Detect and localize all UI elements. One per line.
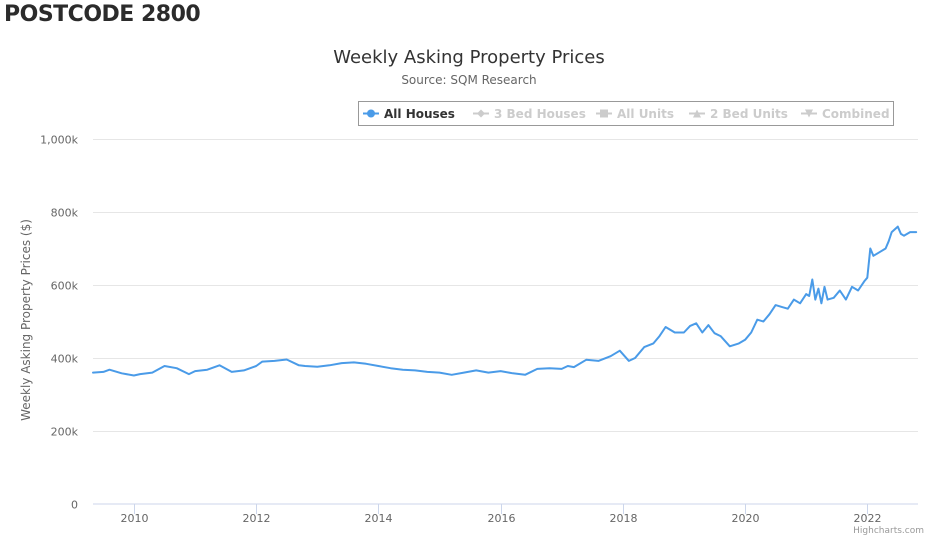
- legend-item-label: All Houses: [384, 107, 455, 121]
- legend-item[interactable]: All Units: [596, 107, 674, 121]
- legend-triangle-icon: [693, 109, 701, 118]
- legend-triangle-down-icon: [805, 109, 813, 118]
- series-line-all-houses[interactable]: [92, 225, 918, 377]
- x-tick-label: 2022: [854, 512, 882, 525]
- legend-diamond-icon: [477, 109, 485, 118]
- y-tick-label: 600k: [51, 280, 79, 293]
- y-tick-label: 0: [71, 499, 78, 512]
- page-heading: POSTCODE 2800: [4, 2, 201, 27]
- x-tick-label: 2018: [610, 512, 638, 525]
- y-axis-labels: 0 200k 400k 600k 800k 1,000k: [40, 134, 78, 512]
- legend-item[interactable]: 2 Bed Units: [689, 107, 788, 121]
- legend-item[interactable]: 3 Bed Houses: [473, 107, 586, 121]
- x-tick-label: 2016: [488, 512, 516, 525]
- y-tick-label: 200k: [51, 426, 79, 439]
- x-axis-labels: 2010 2012 2014 2016 2018 2020 2022: [121, 512, 882, 525]
- y-tick-label: 400k: [51, 353, 79, 366]
- legend-item-label: 3 Bed Houses: [494, 107, 586, 121]
- x-tick-label: 2014: [365, 512, 393, 525]
- x-tick-label: 2012: [243, 512, 271, 525]
- legend-circle-icon: [367, 109, 375, 118]
- y-tick-label: 1,000k: [40, 134, 78, 147]
- legend-item[interactable]: All Houses: [363, 107, 455, 121]
- chart-title: Weekly Asking Property Prices: [333, 47, 605, 68]
- legend: All Houses 3 Bed Houses All Units 2 Bed Uni…: [358, 101, 894, 126]
- credits-link[interactable]: Highcharts.com: [853, 526, 924, 536]
- series-layer: [92, 225, 918, 377]
- legend-square-icon: [600, 109, 608, 118]
- y-axis-title: Weekly Asking Property Prices ($): [19, 219, 33, 421]
- legend-item-label: 2 Bed Units: [710, 107, 788, 121]
- legend-item-label: Combined: [822, 107, 890, 121]
- y-tick-label: 800k: [51, 207, 79, 220]
- x-tick-label: 2010: [121, 512, 149, 525]
- grid-lines: [93, 139, 918, 432]
- x-tick-label: 2020: [732, 512, 760, 525]
- legend-item[interactable]: Combined: [801, 107, 890, 121]
- legend-item-label: All Units: [617, 107, 674, 121]
- x-axis-ticks: [134, 504, 868, 514]
- chart-subtitle: Source: SQM Research: [401, 73, 536, 87]
